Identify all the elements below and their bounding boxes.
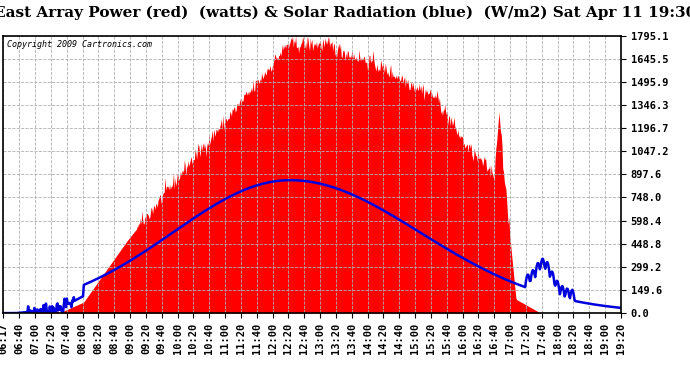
- Text: East Array Power (red)  (watts) & Solar Radiation (blue)  (W/m2) Sat Apr 11 19:3: East Array Power (red) (watts) & Solar R…: [0, 6, 690, 20]
- Text: Copyright 2009 Cartronics.com: Copyright 2009 Cartronics.com: [6, 40, 152, 49]
